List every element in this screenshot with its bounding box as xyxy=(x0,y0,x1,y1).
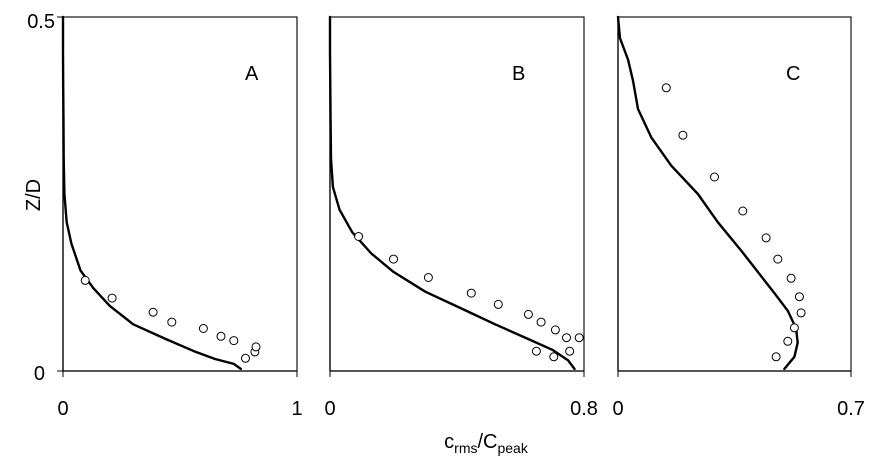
panel-a-data-point-1 xyxy=(80,275,90,285)
y-tick-label-bottom: 0 xyxy=(34,363,45,385)
panel-b-data-point-3 xyxy=(423,273,433,282)
panel-c-data-point-3 xyxy=(710,172,719,182)
panel-c-data-point-9 xyxy=(796,308,806,318)
y-axis-label: Z/D xyxy=(23,179,45,211)
x-axis-label-main: c xyxy=(444,431,454,453)
panel-a-data-point-10 xyxy=(251,342,261,352)
panel-b-data-point-12 xyxy=(549,352,559,362)
panel-a-x-tick-label-min: 0 xyxy=(57,398,68,420)
panel-b-data-point-1 xyxy=(354,232,364,241)
panel-b-data-point-13 xyxy=(531,346,541,356)
panel-b-label: B xyxy=(512,63,525,85)
panel-b-data-point-7 xyxy=(536,317,546,327)
panel-b-data-point-8 xyxy=(550,325,560,335)
x-axis-label-main-subscript: rms xyxy=(454,440,477,456)
panel-c-data-point-8 xyxy=(794,292,804,302)
panel-c-data-point-11 xyxy=(783,336,793,346)
panel-a-data-point-4 xyxy=(167,317,177,327)
panel-c-frame xyxy=(617,16,852,372)
panel-c-data-point-1 xyxy=(661,83,671,93)
panel-c-data-point-4 xyxy=(738,206,748,216)
panel-a-data-point-7 xyxy=(229,336,239,346)
panel-a-measured-points xyxy=(80,275,261,363)
panel-a-data-point-8 xyxy=(241,353,250,363)
panel-a-model-curve xyxy=(61,15,242,371)
panel-c-data-point-6 xyxy=(773,254,783,264)
panel-c-data-point-10 xyxy=(789,323,799,333)
panel-c: C 0 0.7 xyxy=(612,15,865,420)
x-axis-label-slash: /C xyxy=(477,431,497,453)
panel-a-x-tick-label-max: 1 xyxy=(291,398,302,420)
x-axis-label-denominator-subscript: peak xyxy=(497,440,528,456)
panel-b: B 0 0.8 xyxy=(324,15,598,420)
panel-c-x-tick-label-min: 0 xyxy=(612,398,623,420)
panel-c-measured-points xyxy=(661,83,806,362)
panel-b-data-point-5 xyxy=(493,299,503,309)
panel-b-model-curve xyxy=(328,15,576,371)
panel-a-data-point-5 xyxy=(198,324,208,333)
panel-b-data-point-2 xyxy=(389,254,398,264)
panel-b-data-point-11 xyxy=(565,346,575,356)
x-axis-label: crms/Cpeak xyxy=(444,431,529,456)
panel-b-frame xyxy=(329,16,585,372)
panel-c-data-point-7 xyxy=(786,273,796,283)
panel-b-x-tick-label-max: 0.8 xyxy=(570,398,598,420)
panel-c-data-point-12 xyxy=(771,352,781,362)
panel-b-data-point-6 xyxy=(523,309,533,319)
panel-c-model-curve xyxy=(616,15,799,371)
panel-a: A 0 1 xyxy=(57,15,303,420)
panel-b-measured-points xyxy=(354,232,584,362)
panel-c-x-tick-label-max: 0.7 xyxy=(837,398,865,420)
panel-a-frame xyxy=(62,16,298,372)
panel-b-x-tick-label-min: 0 xyxy=(324,398,335,420)
panel-b-data-point-4 xyxy=(466,288,476,298)
panel-c-data-point-5 xyxy=(761,233,771,243)
panel-a-data-point-2 xyxy=(107,293,117,303)
panel-a-label: A xyxy=(245,63,259,85)
panel-b-data-point-9 xyxy=(562,333,571,343)
y-tick-label-top: 0.5 xyxy=(27,11,55,33)
panel-a-data-point-6 xyxy=(216,331,226,341)
panel-a-data-point-3 xyxy=(148,307,158,317)
panel-b-data-point-10 xyxy=(574,333,584,343)
panel-c-label: C xyxy=(786,63,800,85)
panel-c-data-point-2 xyxy=(678,130,688,140)
